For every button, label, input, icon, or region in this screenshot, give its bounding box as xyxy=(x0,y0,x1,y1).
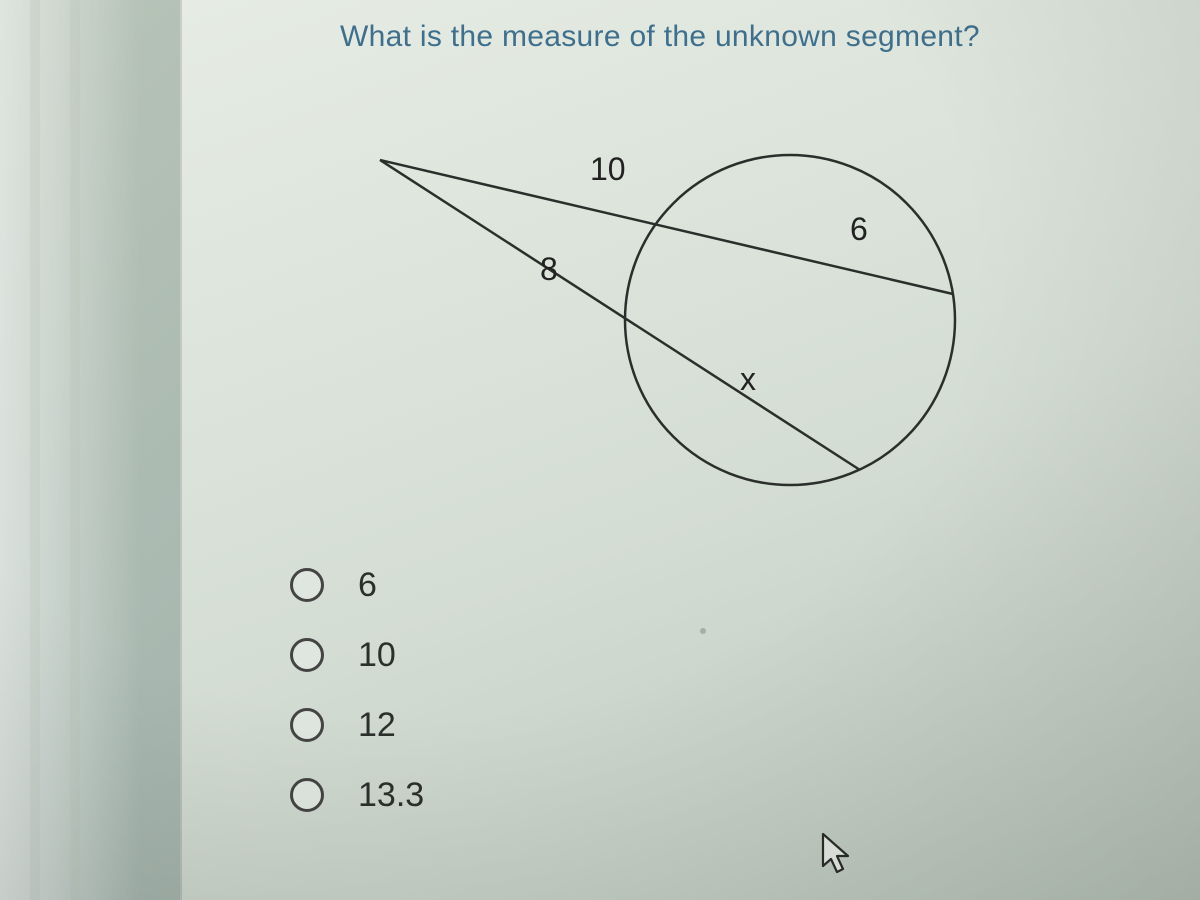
photo-artifact-dot xyxy=(700,628,706,634)
answer-options: 6 10 12 13.3 xyxy=(290,550,424,830)
answer-option-0[interactable]: 6 xyxy=(290,550,424,620)
geometry-diagram: 10 6 8 x xyxy=(320,90,1000,510)
answer-option-label: 13.3 xyxy=(358,776,424,815)
question-text: What is the measure of the unknown segme… xyxy=(340,20,980,54)
photo-light-streak xyxy=(0,0,140,900)
answer-option-1[interactable]: 10 xyxy=(290,620,424,690)
mouse-cursor-icon xyxy=(820,832,854,876)
label-secant1-external: 10 xyxy=(590,151,626,187)
answer-option-label: 12 xyxy=(358,706,396,745)
answer-option-3[interactable]: 13.3 xyxy=(290,760,424,830)
diagram-circle xyxy=(625,155,955,485)
secant-lower xyxy=(380,160,860,470)
quiz-panel: What is the measure of the unknown segme… xyxy=(180,0,1200,900)
radio-icon[interactable] xyxy=(290,778,324,812)
answer-option-label: 6 xyxy=(358,566,377,605)
answer-option-2[interactable]: 12 xyxy=(290,690,424,760)
radio-icon[interactable] xyxy=(290,568,324,602)
radio-icon[interactable] xyxy=(290,708,324,742)
answer-option-label: 10 xyxy=(358,636,396,675)
label-secant2-external: 8 xyxy=(540,251,558,287)
label-secant2-chord: x xyxy=(740,361,756,397)
radio-icon[interactable] xyxy=(290,638,324,672)
label-secant1-chord: 6 xyxy=(850,211,868,247)
